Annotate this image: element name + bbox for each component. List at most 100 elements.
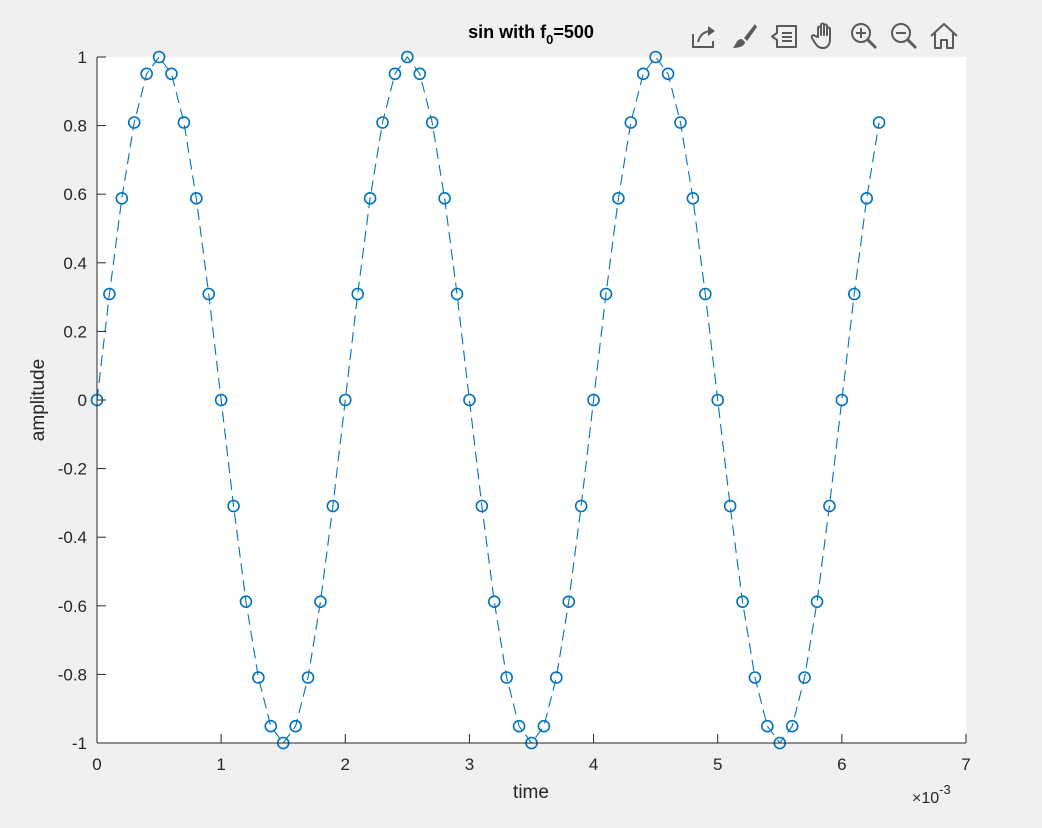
data-point (860, 192, 873, 205)
x-axis-exponent-power: -3 (939, 782, 951, 797)
axes-group: 0 1 2 3 4 5 6 7 -1 -0.8 -0.6 -0.4 -0.2 0 0.2 0.4 0.6 0.8 1 (58, 48, 971, 774)
zoom-in-button[interactable] (846, 18, 882, 54)
y-tick-label: 0.2 (63, 322, 87, 341)
x-tick-label: 1 (216, 755, 225, 774)
data-point (574, 499, 588, 513)
data-point (512, 719, 526, 733)
data-point (127, 116, 141, 129)
chart-title-main: sin with f (468, 22, 547, 42)
x-axis-exponent: ×10-3 (912, 782, 951, 807)
x-tick-label: 0 (92, 755, 101, 774)
y-tick-label: 0.4 (63, 254, 87, 273)
data-point (190, 192, 203, 205)
data-point (425, 116, 439, 129)
data-point (152, 50, 166, 64)
data-point (872, 116, 886, 129)
home-button[interactable] (926, 18, 962, 54)
x-tick-label: 4 (589, 755, 598, 774)
x-tick-label: 2 (341, 755, 350, 774)
data-point (463, 393, 476, 407)
data-point (686, 192, 700, 205)
y-tick-label: -0.8 (58, 665, 87, 684)
data-point (661, 67, 675, 81)
data-point (798, 671, 811, 684)
x-tick-label: 7 (961, 755, 970, 774)
x-tick-label: 5 (713, 755, 722, 774)
pan-icon (810, 22, 831, 49)
y-tick-label: -0.6 (58, 597, 87, 616)
data-point (823, 499, 836, 513)
data-point (314, 595, 327, 608)
series-line (96, 56, 880, 744)
data-point (487, 595, 501, 608)
series-group (90, 50, 886, 750)
home-icon (930, 23, 958, 49)
data-point (599, 287, 613, 301)
data-point (351, 287, 365, 301)
y-tick-label: 0.8 (63, 117, 87, 136)
data-point (252, 671, 265, 684)
data-point (475, 499, 489, 513)
data-point (165, 67, 178, 81)
data-point (401, 50, 414, 64)
data-point (202, 287, 216, 301)
datatip-icon (771, 25, 797, 48)
data-point (736, 595, 749, 608)
data-point (785, 719, 799, 733)
chart-title-subscript: 0 (546, 32, 553, 47)
data-point (723, 499, 737, 513)
data-point (835, 393, 849, 407)
export-button[interactable] (686, 18, 722, 54)
data-point (711, 393, 725, 407)
data-point (326, 499, 340, 513)
data-point (761, 719, 774, 733)
pan-button[interactable] (806, 18, 842, 54)
x-axis-exponent-base: ×10 (912, 790, 939, 807)
brush-button[interactable] (726, 18, 762, 54)
y-tick-label: 1 (78, 48, 87, 67)
x-tick-label: 6 (837, 755, 846, 774)
brush-icon (733, 24, 757, 48)
y-tick-label: -0.4 (58, 528, 87, 547)
data-point (562, 595, 576, 608)
data-point (612, 192, 625, 205)
data-point (847, 287, 861, 301)
data-point (177, 116, 191, 129)
data-point (388, 67, 402, 81)
data-point (587, 393, 600, 407)
data-point (115, 192, 129, 205)
data-point (550, 671, 563, 684)
data-point (338, 393, 352, 407)
y-tick-label: 0 (78, 391, 87, 410)
data-point (363, 192, 377, 205)
data-point (698, 287, 712, 301)
data-point (239, 595, 253, 608)
zoom-out-icon (891, 23, 918, 50)
data-point (438, 192, 451, 205)
data-point (376, 116, 389, 129)
data-point (140, 67, 153, 81)
y-tick-label: -1 (72, 734, 87, 753)
data-point (450, 287, 464, 301)
data-point (413, 67, 427, 81)
zoom-out-button[interactable] (886, 18, 922, 54)
plot-area (97, 57, 966, 743)
data-point (227, 499, 240, 513)
data-point (103, 287, 116, 301)
data-point (748, 671, 762, 684)
data-point (624, 116, 638, 129)
datatip-button[interactable] (766, 18, 802, 54)
chart-title: sin with f0=500 (468, 22, 594, 47)
data-point (500, 671, 513, 684)
data-point (674, 116, 687, 129)
x-tick-label: 3 (465, 755, 474, 774)
data-point (537, 719, 551, 733)
data-point (649, 50, 662, 64)
chart-title-tail: =500 (553, 22, 594, 42)
data-point (636, 67, 650, 81)
y-axis-label: amplitude (28, 359, 49, 441)
data-point (301, 671, 315, 684)
x-axis-label: time (513, 782, 549, 803)
